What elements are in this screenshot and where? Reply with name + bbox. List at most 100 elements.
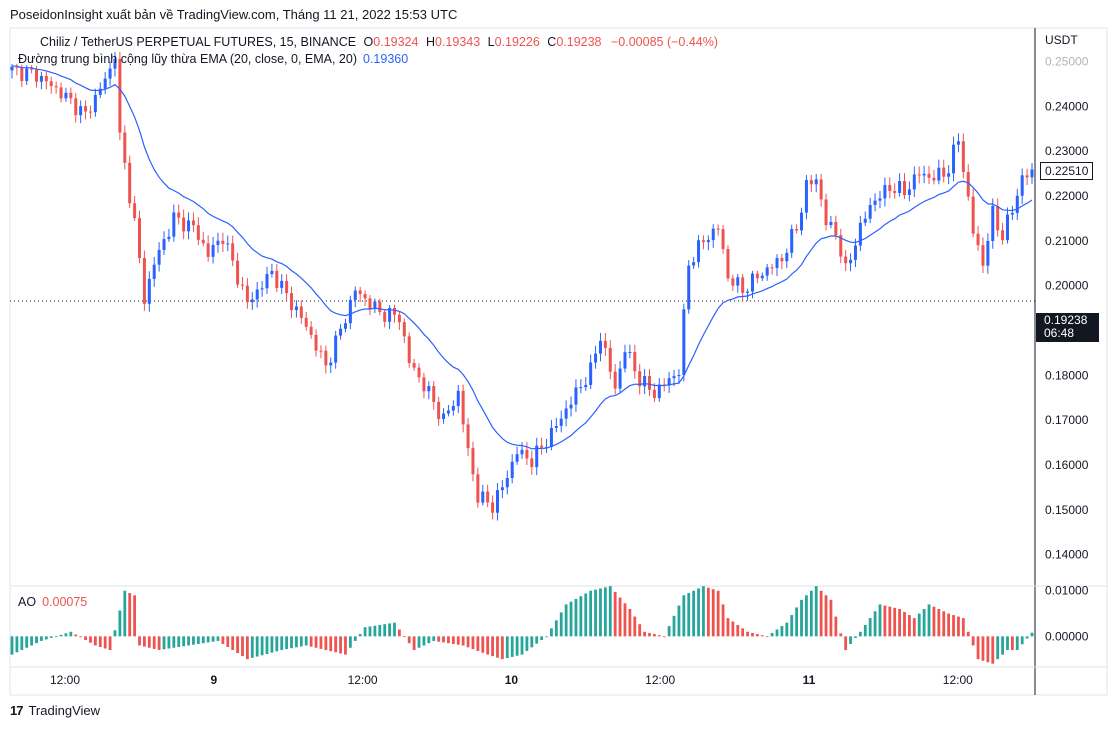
ao-bar	[417, 636, 421, 648]
ao-bar	[996, 636, 1000, 660]
candle-body	[353, 290, 357, 300]
ao-axis: 0.01000 0.00000	[1045, 584, 1089, 644]
time-tick-label: 12:00	[943, 673, 973, 687]
candle-body	[569, 404, 573, 409]
candle-body	[829, 221, 833, 226]
candle-body	[59, 87, 63, 99]
ao-bar	[10, 636, 14, 655]
candle-body	[98, 88, 102, 95]
candle-body	[844, 256, 848, 264]
ao-bar	[564, 604, 568, 637]
ao-bar	[574, 598, 578, 637]
candle-body	[1020, 175, 1024, 196]
symbol-name: Chiliz / TetherUS PERPETUAL FUTURES, 15,…	[40, 35, 357, 49]
ao-histogram	[10, 586, 1034, 664]
ao-bar	[226, 636, 230, 647]
ao-bar	[937, 608, 941, 637]
candle-body	[294, 306, 298, 311]
ao-bar	[358, 634, 362, 637]
price-tick-label: 0.15000	[1045, 503, 1089, 517]
ao-bar	[579, 596, 583, 637]
ao-bar	[344, 636, 347, 655]
candle-body	[236, 260, 240, 285]
candle-body	[736, 277, 740, 286]
candle-body	[682, 309, 686, 375]
ao-bar	[873, 611, 877, 637]
price-tick-label: 0.16000	[1045, 458, 1089, 472]
ao-bar	[741, 628, 745, 637]
candle-body	[883, 185, 887, 199]
candle-body	[358, 290, 362, 294]
ao-bar	[133, 595, 136, 637]
ao-bar	[893, 607, 897, 637]
candle-body	[755, 273, 759, 279]
candle-body	[726, 249, 730, 279]
candle-body	[319, 350, 323, 352]
ao-bar	[231, 636, 235, 651]
candle-body	[947, 173, 951, 177]
time-tick-label: 9	[210, 673, 217, 687]
candle-body	[1005, 214, 1009, 241]
ao-bar	[432, 636, 436, 641]
candle-body	[260, 288, 264, 290]
currency-label: USDT	[1045, 33, 1078, 47]
current-price-value: 0.19238	[1044, 313, 1088, 327]
candle-body	[613, 371, 617, 389]
ao-bar	[113, 630, 117, 637]
ao-bar	[966, 631, 970, 637]
candle-body	[280, 280, 284, 288]
candle-body	[873, 200, 877, 205]
ao-bar	[932, 606, 936, 637]
price-axis[interactable]: 0.25000 0.24000 0.23000 0.22000 0.21000 0.200…	[1045, 54, 1089, 561]
ao-value: 0.00075	[42, 595, 88, 609]
ao-bar	[324, 636, 328, 651]
candle-body	[814, 179, 818, 185]
ao-bar	[515, 636, 519, 656]
candle-body	[240, 284, 244, 286]
candle-body	[422, 377, 426, 392]
ao-bar	[839, 633, 843, 637]
ao-bar	[785, 622, 789, 637]
ao-bar	[486, 636, 490, 655]
candle-body	[216, 240, 220, 245]
candle-body	[250, 299, 254, 303]
candle-body	[275, 270, 279, 288]
candle-body	[79, 106, 83, 116]
candle-body	[378, 301, 382, 312]
tradingview-logo-icon: 17	[10, 703, 24, 718]
ao-bar	[192, 636, 195, 645]
candle-body	[221, 240, 225, 245]
candle-body	[172, 212, 176, 237]
candle-body	[952, 144, 956, 174]
ao-bar	[304, 636, 308, 646]
ao-bar	[74, 634, 78, 637]
ao-bar	[1020, 636, 1024, 645]
candle-body	[461, 390, 465, 425]
ao-bar	[672, 615, 676, 637]
ao-bar	[93, 636, 97, 646]
ao-bar	[800, 599, 803, 637]
candle-body	[206, 243, 210, 257]
ao-bar	[196, 636, 200, 644]
price-tick-label: 0.20000	[1045, 279, 1089, 293]
ao-bar	[706, 587, 710, 637]
candle-body	[584, 384, 588, 388]
low-label: L	[487, 35, 495, 49]
ao-bar	[692, 590, 696, 637]
candle-body	[133, 203, 137, 219]
candle-body	[486, 491, 490, 503]
ao-bar	[422, 636, 426, 646]
ao-bar	[657, 635, 661, 637]
ao-bar	[40, 636, 43, 641]
candle-body	[167, 236, 171, 240]
tradingview-brand[interactable]: 17 TradingView	[10, 703, 100, 718]
time-axis[interactable]: 12:00 9 12:00 10 12:00 11 12:00	[50, 673, 973, 687]
candle-body	[299, 306, 303, 318]
ao-bar	[245, 636, 249, 660]
ao-bar	[98, 636, 102, 647]
ao-bar	[373, 625, 377, 637]
ema-value: 0.19360	[363, 52, 409, 66]
ao-bar	[44, 636, 48, 640]
candle-body	[309, 326, 313, 335]
